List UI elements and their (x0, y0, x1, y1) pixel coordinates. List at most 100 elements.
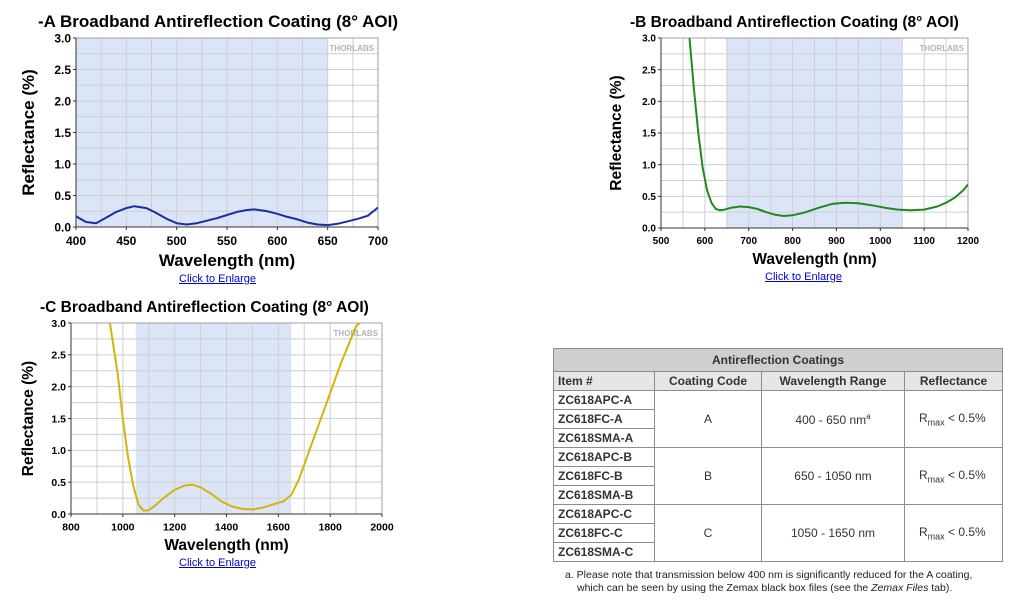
enlarge-link-a[interactable]: Click to Enlarge (179, 273, 257, 285)
y-tick-label: 2.0 (54, 94, 71, 108)
y-tick-label: 1.5 (51, 413, 66, 425)
thorlabs-watermark: THORLABS (330, 44, 375, 53)
x-tick-label: 1600 (267, 522, 291, 534)
thorlabs-watermark: THORLABS (334, 329, 379, 338)
reflectance-symbol: R (919, 524, 928, 539)
reflectance-value: < 0.5% (944, 467, 986, 482)
wavelength-range-cell: 650 - 1050 nm (761, 447, 905, 505)
x-axis-label: Wavelength (nm) (752, 251, 876, 268)
range-text: 400 - 650 nm (795, 412, 867, 427)
series-line (688, 38, 968, 217)
chart-2: THORLABS 800 1000 1200 1400 1600 1800 2000 0.0 0.… (20, 299, 394, 554)
footnote-text-b: tab). (928, 582, 953, 594)
y-tick-label: 3.0 (642, 34, 656, 45)
table-body: ZC618APC-A A 400 - 650 nma Rmax < 0.5% ZC618… (553, 390, 1003, 562)
wavelength-range-cell: 1050 - 1650 nm (761, 504, 905, 562)
table-title: Antireflection Coatings (553, 348, 1003, 372)
x-tick-label: 400 (66, 234, 86, 248)
x-tick-label: 1000 (869, 236, 892, 247)
y-tick-label: 3.0 (54, 31, 71, 45)
x-tick-label: 1100 (913, 236, 935, 247)
series-line (76, 205, 378, 227)
y-tick-label: 0.0 (54, 220, 71, 234)
enlarge-link-b[interactable]: Click to Enlarge (765, 271, 843, 283)
y-tick-label: 0.0 (51, 509, 66, 521)
x-tick-label: 1000 (111, 522, 135, 534)
reflectance-subscript: max (927, 531, 945, 542)
x-tick-label: 450 (116, 234, 136, 248)
header-item: Item # (553, 371, 655, 391)
reflectance-cell: Rmax < 0.5% (904, 390, 1003, 448)
y-tick-label: 1.0 (54, 157, 71, 171)
x-tick-label: 1200 (957, 236, 980, 247)
y-tick-label: 1.0 (51, 445, 66, 457)
item-number-cell: ZC618SMA-A (553, 428, 655, 448)
chart-title: -C Broadband Antireflection Coating (8° … (40, 299, 369, 316)
range-text: 650 - 1050 nm (794, 469, 872, 483)
reflectance-value: < 0.5% (944, 410, 986, 425)
x-tick-label: 500 (167, 234, 187, 248)
reflectance-cell: Rmax < 0.5% (904, 447, 1003, 505)
y-axis-label: Reflectance (%) (19, 69, 38, 196)
y-tick-label: 2.0 (51, 381, 66, 393)
range-text: 1050 - 1650 nm (790, 526, 876, 540)
x-tick-label: 2000 (370, 522, 394, 534)
wavelength-range-cell: 400 - 650 nma (761, 390, 905, 448)
chart-title: -B Broadband Antireflection Coating (8° … (630, 14, 959, 31)
x-tick-label: 700 (368, 234, 388, 248)
footnote-marker: a (866, 411, 871, 421)
enlarge-link-c[interactable]: Click to Enlarge (179, 557, 257, 569)
y-tick-label: 1.0 (642, 160, 656, 171)
x-tick-label: 500 (653, 236, 670, 247)
x-tick-label: 1400 (215, 522, 239, 534)
coating-code-cell: C (654, 504, 762, 562)
footnote-italic: Zemax Files (871, 582, 929, 594)
item-number-cell: ZC618APC-C (553, 504, 655, 524)
y-tick-label: 2.5 (51, 350, 66, 362)
reflectance-symbol: R (919, 410, 928, 425)
table-row: ZC618APC-B B 650 - 1050 nm Rmax < 0.5% (553, 447, 1003, 505)
coating-table: Antireflection Coatings Item # Coating C… (553, 348, 1003, 562)
reflectance-symbol: R (919, 467, 928, 482)
footnote-text-a: which can be seen by using the Zemax bla… (577, 582, 872, 594)
header-wavelength-range: Wavelength Range (761, 371, 905, 391)
chart-0: THORLABS 400 450 500 550 600 650 700 0.0 0.5 1.0 1.… (19, 12, 398, 270)
x-axis-label: Wavelength (nm) (164, 537, 288, 554)
item-number-cell: ZC618SMA-C (553, 542, 655, 562)
header-coating-code: Coating Code (654, 371, 762, 391)
y-axis-label: Reflectance (%) (20, 361, 37, 476)
y-tick-label: 1.5 (54, 126, 71, 140)
item-number-cell: ZC618FC-C (553, 523, 655, 543)
x-axis-label: Wavelength (nm) (159, 251, 295, 270)
reflectance-subscript: max (927, 417, 945, 428)
y-tick-label: 2.5 (54, 63, 71, 77)
y-tick-label: 2.0 (642, 97, 656, 108)
x-tick-label: 600 (267, 234, 287, 248)
table-row: ZC618APC-A A 400 - 650 nma Rmax < 0.5% (553, 390, 1003, 448)
x-tick-label: 800 (62, 522, 80, 534)
y-axis-label: Reflectance (%) (608, 75, 625, 190)
x-tick-label: 1800 (318, 522, 342, 534)
y-tick-label: 0.5 (54, 189, 71, 203)
chart-title: -A Broadband Antireflection Coating (8° … (38, 12, 398, 31)
reflectance-value: < 0.5% (944, 524, 986, 539)
reflectance-cell: Rmax < 0.5% (904, 504, 1003, 562)
y-tick-label: 1.5 (642, 129, 656, 140)
coating-code-cell: A (654, 390, 762, 448)
table-row: ZC618SMA-C (553, 542, 1003, 562)
x-tick-label: 600 (697, 236, 714, 247)
item-number-cell: ZC618APC-A (553, 390, 655, 410)
header-reflectance: Reflectance (904, 371, 1003, 391)
item-number-cell: ZC618APC-B (553, 447, 655, 467)
table-row: ZC618APC-C C 1050 - 1650 nm Rmax < 0.5% (553, 504, 1003, 562)
chart-1: THORLABS 500 600 700 800 900 1000 1100 1200 0.0 0.… (608, 14, 980, 268)
item-number-cell: ZC618FC-A (553, 409, 655, 429)
x-tick-label: 550 (217, 234, 237, 248)
coating-code-cell: B (654, 447, 762, 505)
footnote-line-1: a. Please note that transmission below 4… (565, 569, 973, 581)
y-tick-label: 3.0 (51, 318, 66, 330)
x-tick-label: 900 (828, 236, 845, 247)
table-row: ZC618FC-A (553, 409, 1003, 429)
table-row: ZC618FC-C (553, 523, 1003, 543)
